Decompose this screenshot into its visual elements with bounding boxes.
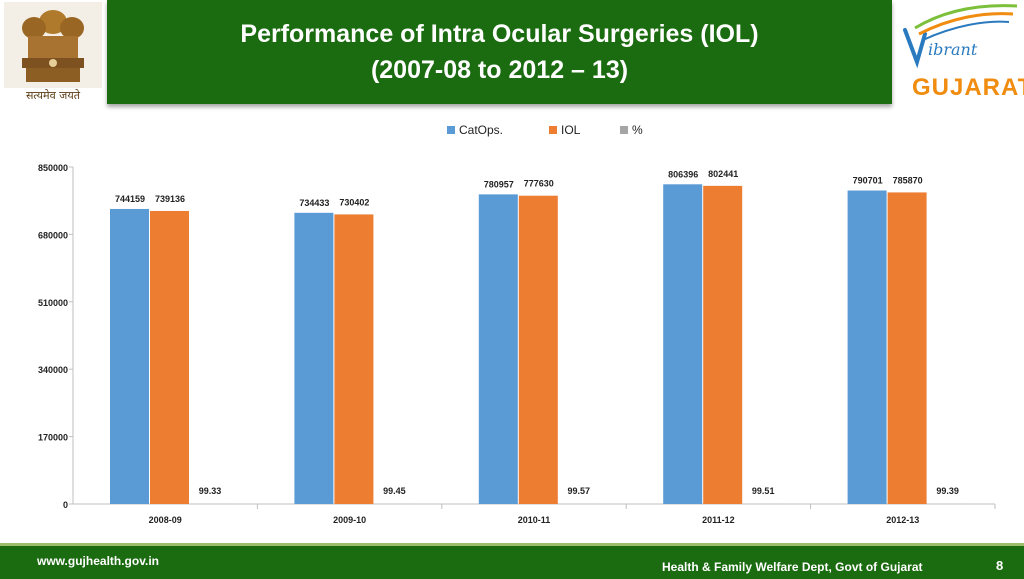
y-tick-label-4: 680000 xyxy=(38,230,68,240)
bar-0-0 xyxy=(110,209,149,504)
data-label-0-3: 806396 xyxy=(668,169,698,179)
data-label-0-4: 790701 xyxy=(853,176,883,186)
data-label-2-1: 99.45 xyxy=(383,486,406,496)
legend-swatch-0 xyxy=(447,126,455,134)
data-label-2-3: 99.51 xyxy=(752,486,775,496)
page-title: Performance of Intra Ocular Surgeries (I… xyxy=(240,16,758,52)
x-tick-label-4: 2012-13 xyxy=(886,515,919,525)
logo-text-ibrant: ibrant xyxy=(928,40,977,59)
legend-swatch-2 xyxy=(620,126,628,134)
bar-0-2 xyxy=(479,194,518,504)
x-tick-label-3: 2011-12 xyxy=(702,515,735,525)
data-label-1-4: 785870 xyxy=(893,175,923,185)
page-number: 8 xyxy=(996,558,1003,573)
data-label-1-3: 802441 xyxy=(708,169,738,179)
data-label-2-4: 99.39 xyxy=(936,486,959,496)
y-tick-label-0: 0 xyxy=(63,500,68,510)
data-label-0-0: 744159 xyxy=(115,194,145,204)
legend-label-2: % xyxy=(632,123,643,137)
x-tick-label-1: 2009-10 xyxy=(333,515,366,525)
bar-1-3 xyxy=(703,186,742,504)
footer-department: Health & Family Welfare Dept, Govt of Gu… xyxy=(662,560,923,574)
bar-1-4 xyxy=(888,192,927,504)
bar-1-0 xyxy=(150,211,189,504)
bar-0-4 xyxy=(848,191,887,504)
emblem-motto: सत्यमेव जयते xyxy=(0,88,106,103)
title-band: Performance of Intra Ocular Surgeries (I… xyxy=(107,0,892,104)
bar-1-1 xyxy=(334,214,373,504)
bar-0-3 xyxy=(663,184,702,504)
data-label-1-1: 730402 xyxy=(339,197,369,207)
legend-swatch-1 xyxy=(549,126,557,134)
footer: www.gujhealth.gov.in Health & Family Wel… xyxy=(0,543,1024,579)
bar-1-2 xyxy=(519,196,558,504)
x-tick-label-0: 2008-09 xyxy=(149,515,182,525)
bar-0-1 xyxy=(294,213,333,504)
data-label-1-2: 777630 xyxy=(524,179,554,189)
y-tick-label-2: 340000 xyxy=(38,365,68,375)
legend-label-0: CatOps. xyxy=(459,123,503,137)
y-tick-label-3: 510000 xyxy=(38,298,68,308)
data-label-0-1: 734433 xyxy=(299,198,329,208)
data-label-2-0: 99.33 xyxy=(199,486,222,496)
data-label-1-0: 739136 xyxy=(155,194,185,204)
bar-chart: CatOps. IOL% 0 170000 340000 510000 680000 8500… xyxy=(0,115,1024,535)
data-label-0-2: 780957 xyxy=(484,179,514,189)
page-subtitle: (2007-08 to 2012 – 13) xyxy=(371,52,628,88)
x-tick-label-2: 2010-11 xyxy=(518,515,551,525)
y-tick-label-5: 850000 xyxy=(38,163,68,173)
footer-website-link[interactable]: www.gujhealth.gov.in xyxy=(37,554,159,568)
header: सत्यमेव जयते Performance of Intra Ocular… xyxy=(0,0,1024,108)
legend-label-1: IOL xyxy=(561,123,581,137)
logo-text-gujarat: GUJARAT xyxy=(912,74,1024,102)
y-tick-label-1: 170000 xyxy=(38,433,68,443)
data-label-2-2: 99.57 xyxy=(568,486,591,496)
